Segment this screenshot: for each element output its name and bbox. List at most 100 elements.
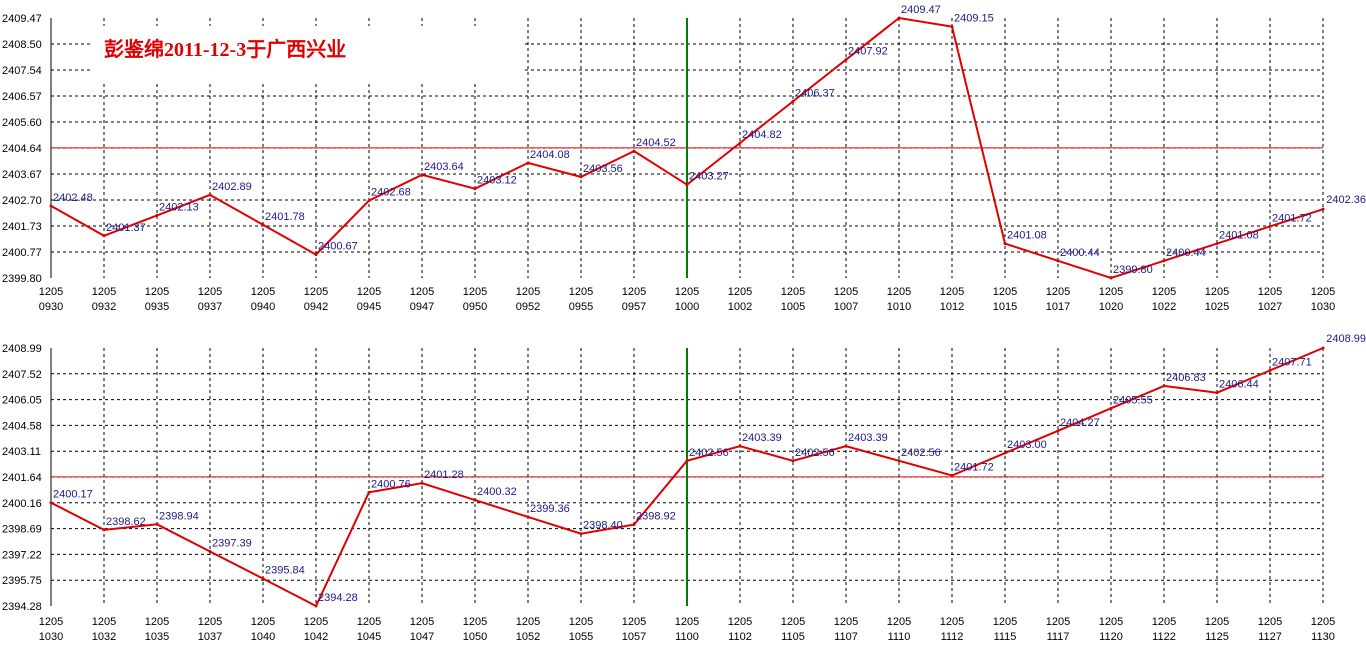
x-tick-label-time: 1112 (941, 631, 964, 643)
y-tick-label: 2400.16 (2, 498, 42, 510)
x-tick-label-day: 1205 (675, 286, 699, 298)
data-label: 2403.56 (583, 163, 623, 175)
x-tick-label-day: 1205 (728, 616, 752, 628)
data-label: 2407.92 (848, 46, 888, 58)
data-label: 2401.08 (1007, 230, 1047, 242)
data-label: 2400.17 (53, 489, 93, 501)
data-point (1215, 391, 1219, 395)
data-label: 2400.76 (371, 478, 411, 490)
x-tick-label-time: 1030 (1311, 301, 1335, 313)
data-point (632, 523, 636, 527)
x-tick-label-day: 1205 (357, 616, 381, 628)
x-tick-label-day: 1205 (940, 286, 964, 298)
x-tick-label-day: 1205 (993, 286, 1017, 298)
data-label: 2400.32 (477, 486, 517, 498)
x-tick-label-time: 1007 (834, 301, 858, 313)
x-tick-label-day: 1205 (39, 616, 63, 628)
x-tick-label-time: 1105 (781, 631, 805, 643)
x-tick-label-day: 1205 (463, 616, 487, 628)
data-label: 2402.56 (689, 447, 729, 459)
data-point (950, 474, 954, 478)
x-tick-label-day: 1205 (410, 616, 434, 628)
data-label: 2401.72 (954, 462, 994, 474)
x-tick-label-time: 1040 (251, 631, 275, 643)
x-tick-label-day: 1205 (993, 616, 1017, 628)
x-tick-label-time: 1125 (1205, 631, 1229, 643)
data-point (261, 577, 265, 581)
data-label: 2403.64 (424, 161, 464, 173)
data-label: 2399.80 (1113, 264, 1153, 276)
data-point (897, 459, 901, 463)
data-point (102, 234, 106, 238)
data-point (738, 444, 742, 448)
x-tick-label-day: 1205 (198, 286, 222, 298)
data-point (473, 187, 477, 191)
data-point (1268, 224, 1272, 228)
x-tick-label-time: 1022 (1152, 301, 1176, 313)
x-tick-label-day: 1205 (516, 286, 540, 298)
x-tick-label-time: 1045 (357, 631, 381, 643)
x-tick-label-day: 1205 (145, 286, 169, 298)
x-tick-label-time: 1010 (887, 301, 911, 313)
x-tick-label-time: 0952 (516, 301, 540, 313)
x-tick-label-time: 1025 (1205, 301, 1229, 313)
data-point (155, 522, 159, 526)
x-tick-label-time: 1000 (675, 301, 699, 313)
data-point (738, 141, 742, 145)
data-label: 2402.48 (53, 192, 93, 204)
x-tick-label-time: 1027 (1258, 301, 1282, 313)
data-point (314, 604, 318, 608)
data-point (261, 223, 265, 227)
data-label: 2406.44 (1219, 379, 1259, 391)
x-tick-label-day: 1205 (39, 286, 63, 298)
data-label: 2397.39 (212, 537, 252, 549)
x-tick-label-day: 1205 (728, 286, 752, 298)
x-tick-label-time: 1032 (92, 631, 116, 643)
data-point (1321, 207, 1325, 211)
data-point (1109, 406, 1113, 410)
x-tick-label-day: 1205 (304, 286, 328, 298)
data-point (950, 25, 954, 29)
data-label: 2402.89 (212, 181, 252, 193)
x-tick-label-time: 0937 (198, 301, 222, 313)
x-tick-label-day: 1205 (781, 286, 805, 298)
data-label: 2400.67 (318, 241, 358, 253)
chart-title: 彭鉴绵2011-12-3于广西兴业 (104, 37, 346, 61)
x-tick-label-time: 1120 (1099, 631, 1123, 643)
data-label: 2398.92 (636, 511, 676, 523)
x-tick-label-time: 1042 (304, 631, 328, 643)
data-label: 2403.39 (848, 432, 888, 444)
y-tick-label: 2399.80 (2, 273, 42, 285)
data-label: 2404.27 (1060, 417, 1100, 429)
x-tick-label-day: 1205 (304, 616, 328, 628)
data-point (420, 481, 424, 485)
data-point (685, 459, 689, 463)
data-label: 2404.08 (530, 149, 570, 161)
y-tick-label: 2405.60 (2, 117, 42, 129)
data-label: 2401.72 (1272, 212, 1312, 224)
data-label: 2403.00 (1007, 439, 1047, 451)
chart-panel-top: 2409.47 2408.50 2407.54 2406.57 2405.60 2404.… (2, 4, 1366, 313)
x-tick-label-time: 1127 (1258, 631, 1282, 643)
y-tick-label: 2401.64 (2, 472, 42, 484)
data-label: 2394.28 (318, 592, 358, 604)
data-point (1056, 429, 1060, 433)
data-label: 2402.36 (1326, 194, 1366, 206)
data-point (844, 58, 848, 62)
data-point (208, 549, 212, 553)
x-tick-label-time: 1100 (675, 631, 699, 643)
data-label: 2404.52 (636, 137, 676, 149)
x-tick-label-day: 1205 (1152, 286, 1176, 298)
data-point (420, 173, 424, 177)
data-label: 2403.27 (689, 171, 729, 183)
x-tick-label-time: 1002 (728, 301, 752, 313)
data-point (1109, 276, 1113, 280)
x-tick-label-time: 1012 (940, 301, 964, 313)
x-tick-label-day: 1205 (781, 616, 805, 628)
data-label: 2400.44 (1060, 247, 1100, 259)
data-point (1056, 259, 1060, 263)
x-tick-label-day: 1205 (1046, 286, 1070, 298)
title-background (92, 26, 522, 82)
y-tick-label: 2408.50 (2, 39, 42, 51)
data-point (632, 149, 636, 153)
